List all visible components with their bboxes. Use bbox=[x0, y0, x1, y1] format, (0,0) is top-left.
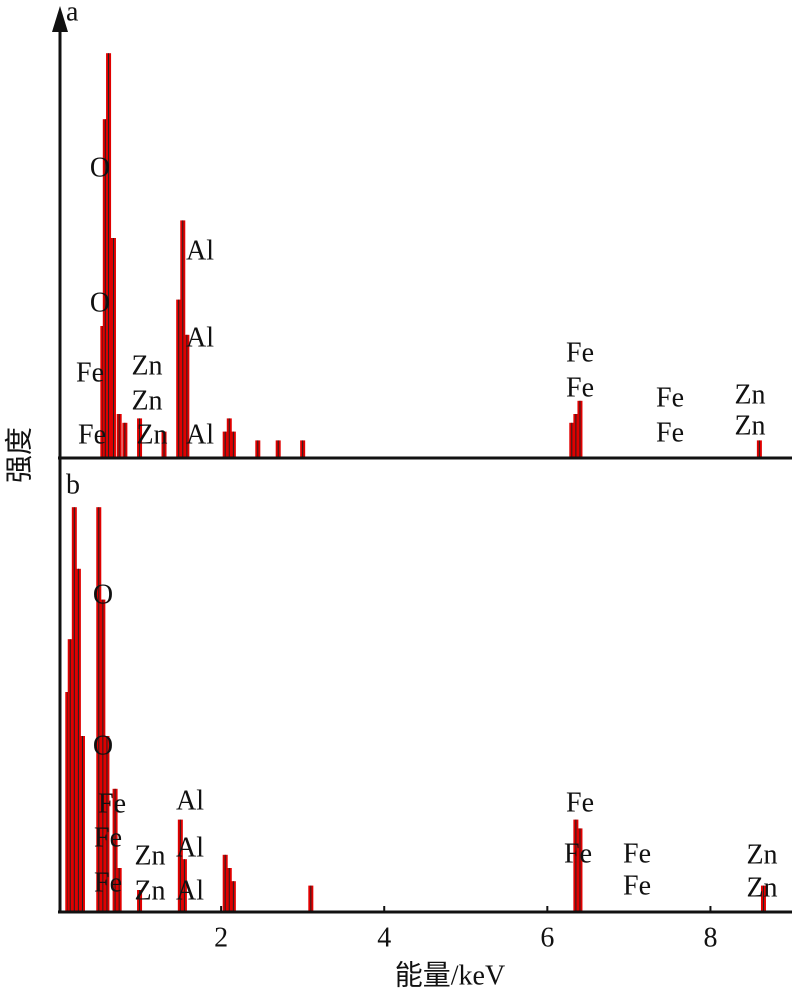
peak-label: Al bbox=[176, 785, 204, 816]
peak-label: Fe bbox=[656, 417, 684, 448]
peak-label: Al bbox=[176, 832, 204, 863]
peak-label: Al bbox=[176, 875, 204, 906]
x-tick-label: 4 bbox=[377, 922, 391, 953]
peak-label: Fe bbox=[656, 382, 684, 413]
axis-arrow bbox=[52, 6, 68, 32]
peak-label: O bbox=[90, 152, 110, 183]
x-tick-label: 2 bbox=[214, 922, 228, 953]
peak-label: Fe bbox=[94, 822, 122, 853]
peak-label: O bbox=[93, 579, 113, 610]
peak-label: Zn bbox=[134, 875, 165, 906]
peak-label: Fe bbox=[623, 870, 651, 901]
peak-label: Zn bbox=[734, 410, 765, 441]
peak-label: Al bbox=[186, 235, 214, 266]
peak-label: Zn bbox=[134, 840, 165, 871]
peak-label: Fe bbox=[98, 788, 126, 819]
peak-label: Fe bbox=[566, 372, 594, 403]
peak-label: Fe bbox=[76, 357, 104, 388]
peak-label: Fe bbox=[94, 867, 122, 898]
peak-label: O bbox=[93, 730, 113, 761]
peak-label: Fe bbox=[623, 838, 651, 869]
peak-label: Zn bbox=[131, 385, 162, 416]
peak-label: Zn bbox=[136, 419, 167, 450]
y-axis-label: 强度 bbox=[3, 427, 35, 483]
peak-label: Fe bbox=[566, 787, 594, 818]
peak-label: Al bbox=[186, 322, 214, 353]
peak-label: Fe bbox=[564, 838, 592, 869]
peak-label: Fe bbox=[566, 337, 594, 368]
peak-label: Zn bbox=[131, 350, 162, 381]
x-tick-label: 8 bbox=[703, 922, 717, 953]
peak-label: Zn bbox=[734, 379, 765, 410]
peak-label: Zn bbox=[746, 839, 777, 870]
peak-label: Zn bbox=[746, 872, 777, 903]
panel-label: b bbox=[66, 469, 80, 500]
x-tick-label: 6 bbox=[540, 922, 554, 953]
peak-label: Al bbox=[186, 419, 214, 450]
peak-label: O bbox=[90, 287, 110, 318]
panel-label: a bbox=[66, 0, 79, 27]
peak-label: Fe bbox=[78, 419, 106, 450]
x-axis-label: 能量/keV bbox=[395, 959, 505, 991]
